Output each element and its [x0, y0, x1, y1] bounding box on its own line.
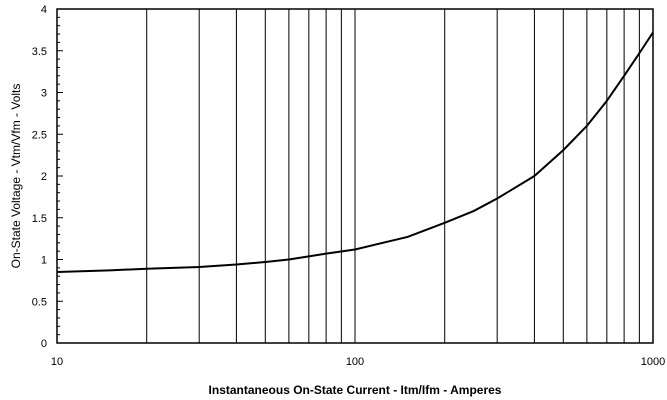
- y-tick-label: 0.5: [32, 296, 47, 308]
- y-tick-label: 1.5: [32, 213, 47, 225]
- y-tick-label: 0: [41, 338, 47, 350]
- y-tick-label: 4: [41, 4, 47, 16]
- grid-lines: [146, 9, 640, 343]
- series-line: [56, 31, 654, 274]
- y-tick-label: 3: [41, 88, 47, 100]
- x-tick-label: 100: [346, 356, 364, 368]
- x-axis-label: Instantaneous On-State Current - Itm/Ifm…: [209, 383, 502, 397]
- y-tick-label: 2.5: [32, 129, 47, 141]
- y-tick-label: 1: [41, 255, 47, 267]
- y-axis-ticks: 0 0.5 1 1.5 2 2.5 3 3.5 4: [32, 4, 63, 350]
- plot-frame: [56, 8, 654, 344]
- y-axis-label: On-State Voltage - Vtm/Vfm - Volts: [9, 84, 23, 269]
- x-tick-label: 1000: [641, 356, 665, 368]
- y-tick-label: 2: [41, 171, 47, 183]
- series-group: [56, 31, 654, 274]
- x-tick-label: 10: [51, 356, 63, 368]
- x-axis-ticks: 10 100 1000: [51, 356, 665, 368]
- y-tick-label: 3.5: [32, 46, 47, 58]
